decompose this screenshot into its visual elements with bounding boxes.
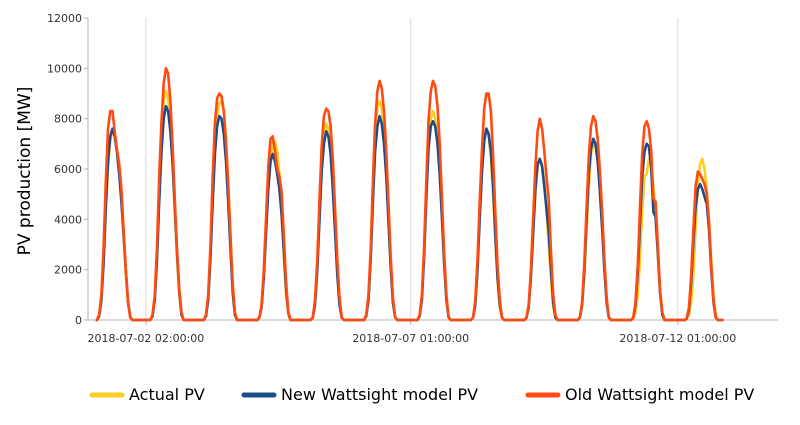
y-tick-label: 12000 (47, 12, 82, 25)
x-tick-label: 2018-07-02 02:00:00 (87, 332, 204, 345)
y-axis-ticks: 0 2000 4000 6000 8000 10000 12000 (47, 12, 88, 327)
legend-label: Old Wattsight model PV (565, 385, 754, 404)
y-tick-label: 8000 (54, 113, 82, 126)
legend-label: New Wattsight model PV (281, 385, 478, 404)
series-lines (95, 67, 724, 322)
y-tick-label: 4000 (54, 213, 82, 226)
x-axis-ticks: 2018-07-02 02:00:00 2018-07-07 01:00:00 20… (87, 320, 736, 345)
y-tick-label: 10000 (47, 62, 82, 75)
vertical-gridlines (145, 18, 679, 320)
y-tick-label: 2000 (54, 264, 82, 277)
legend-label: Actual PV (129, 385, 205, 404)
y-axis-label: PV production [MW] (15, 87, 35, 256)
x-tick-label: 2018-07-12 01:00:00 (619, 332, 736, 345)
series-line-3 (95, 67, 724, 322)
y-tick-label: 6000 (54, 163, 82, 176)
x-tick-label: 2018-07-07 01:00:00 (352, 332, 469, 345)
y-tick-label: 0 (75, 314, 82, 327)
legend: Actual PV New Wattsight model PV Old Watts… (89, 385, 754, 404)
